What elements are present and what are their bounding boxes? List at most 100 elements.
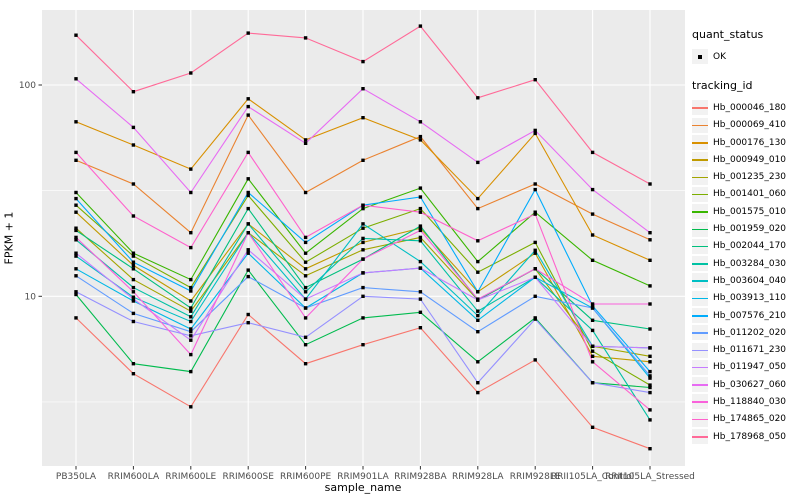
- legend-item-Hb_030627_060: Hb_030627_060: [692, 376, 798, 393]
- data-point: [131, 319, 136, 324]
- data-point: [131, 295, 136, 299]
- data-point: [361, 316, 365, 320]
- data-point: [361, 226, 365, 230]
- data-point: [131, 267, 136, 271]
- legend-line-icon: [692, 245, 708, 248]
- data-point: [246, 206, 250, 211]
- data-point: [361, 59, 365, 64]
- data-point: [74, 196, 78, 201]
- data-point: [131, 290, 136, 294]
- data-point: [418, 210, 423, 214]
- data-point: [131, 372, 136, 376]
- data-point: [476, 270, 480, 274]
- data-point: [648, 383, 652, 387]
- data-point: [648, 418, 652, 422]
- legend-key-swatch: [692, 429, 708, 445]
- data-point: [648, 284, 652, 288]
- x-tick-label: RRIM928BA: [394, 472, 447, 482]
- legend-item-label: Hb_011671_230: [713, 345, 787, 356]
- data-point: [648, 238, 652, 242]
- legend-item-label: Hb_003913_110: [713, 293, 787, 304]
- x-axis-title: sample_name: [324, 481, 402, 494]
- data-point: [361, 222, 365, 226]
- legend-line-icon: [692, 332, 708, 334]
- data-point: [189, 405, 193, 409]
- data-point: [131, 214, 136, 218]
- data-point: [476, 381, 480, 385]
- data-point: [476, 360, 480, 364]
- legend-item-label: Hb_174865_020: [713, 414, 787, 425]
- data-point: [189, 319, 193, 324]
- data-point: [361, 271, 365, 275]
- data-point: [131, 263, 136, 268]
- legend-item-label: Hb_003604_040: [713, 275, 787, 286]
- legend-line-icon: [692, 418, 708, 421]
- data-point: [476, 206, 480, 211]
- data-point: [418, 290, 423, 294]
- legend-item-label: Hb_000046_180: [713, 102, 787, 113]
- data-point: [590, 302, 595, 306]
- legend-key-swatch: [692, 256, 708, 272]
- data-point: [246, 321, 250, 325]
- legend-item-Hb_011671_230: Hb_011671_230: [692, 341, 798, 358]
- data-point: [131, 299, 136, 303]
- data-point: [246, 248, 250, 252]
- data-point: [131, 277, 136, 282]
- data-point: [246, 231, 250, 235]
- legend-item-label: Hb_000069_410: [713, 120, 787, 131]
- data-point: [246, 222, 250, 226]
- data-point: [246, 251, 250, 255]
- data-point: [361, 343, 365, 347]
- x-tick-label: RRIM600PE: [280, 472, 332, 482]
- legend-title-quant-status: quant_status: [692, 28, 764, 41]
- data-point: [590, 304, 595, 308]
- legend-line-icon: [692, 315, 708, 317]
- y-tick-label: 100: [19, 81, 36, 91]
- legend-item-Hb_001959_020: Hb_001959_020: [692, 220, 798, 237]
- data-point: [303, 36, 308, 40]
- data-point: [533, 317, 537, 321]
- point-icon: [698, 54, 702, 59]
- data-point: [74, 158, 78, 162]
- data-point: [246, 193, 250, 198]
- legend-item-label: Hb_001575_010: [713, 206, 787, 217]
- legend-item-Hb_001235_230: Hb_001235_230: [692, 168, 798, 185]
- data-point: [533, 294, 537, 298]
- data-point: [303, 190, 308, 195]
- data-point: [131, 260, 136, 264]
- legend-key-swatch: [692, 308, 708, 323]
- data-point: [246, 274, 250, 279]
- legend-item-Hb_003284_030: Hb_003284_030: [692, 255, 798, 272]
- data-point: [361, 206, 365, 211]
- data-point: [303, 290, 308, 294]
- data-point: [533, 131, 537, 136]
- legend-item-Hb_000949_010: Hb_000949_010: [692, 151, 798, 168]
- data-point: [648, 360, 652, 364]
- data-point: [303, 362, 308, 366]
- data-point: [189, 71, 193, 75]
- data-point: [648, 376, 652, 380]
- data-point: [189, 306, 193, 310]
- x-tick-label: RRIM928LA: [452, 472, 504, 482]
- data-point: [361, 294, 365, 298]
- legend-item-Hb_118840_030: Hb_118840_030: [692, 393, 798, 410]
- data-point: [361, 158, 365, 162]
- legend-item-Hb_011202_020: Hb_011202_020: [692, 324, 798, 341]
- data-point: [74, 238, 78, 242]
- data-point: [648, 408, 652, 412]
- data-point: [590, 349, 595, 353]
- data-point: [303, 141, 308, 145]
- data-point: [74, 235, 78, 240]
- legend-key-ok: [692, 49, 708, 65]
- data-point: [418, 239, 423, 243]
- data-point: [131, 125, 136, 130]
- legend-line-icon: [692, 142, 708, 144]
- data-point: [189, 315, 193, 319]
- legend-key-swatch: [692, 359, 708, 375]
- data-point: [189, 334, 193, 338]
- x-tick-label: PB350LA: [56, 472, 97, 482]
- data-point: [533, 210, 537, 214]
- data-point: [590, 360, 595, 364]
- data-point: [418, 297, 423, 301]
